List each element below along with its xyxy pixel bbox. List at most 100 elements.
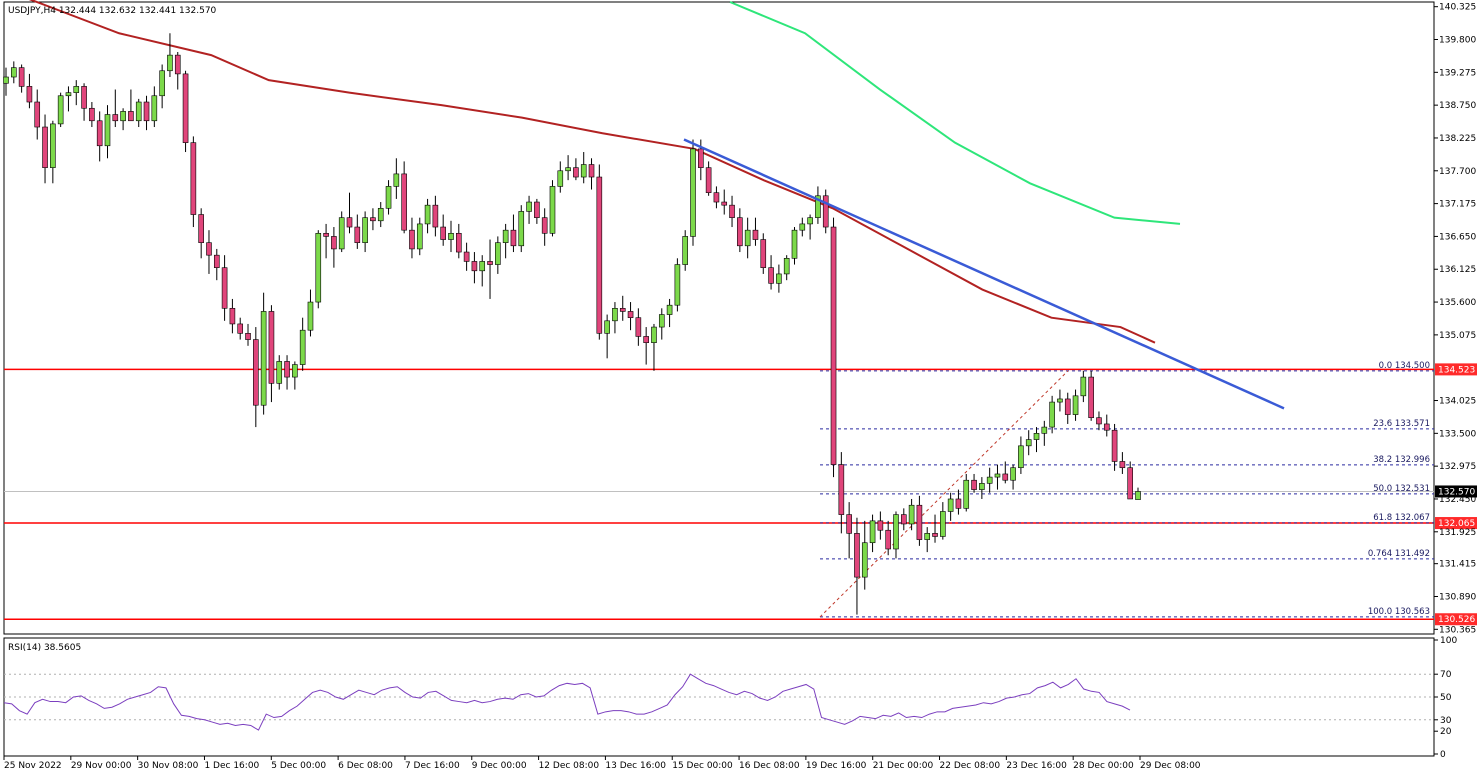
price-tick-label: 135.600 xyxy=(1439,298,1476,308)
candle-body xyxy=(471,261,478,272)
candle-body xyxy=(455,232,462,253)
time-tick-label: 15 Dec 00:00 xyxy=(672,761,733,771)
candle-body xyxy=(1119,461,1126,469)
candle-body xyxy=(1025,439,1032,447)
candle-body xyxy=(502,229,509,243)
candle-body xyxy=(1018,445,1024,469)
candle-body xyxy=(807,217,813,225)
candle-body xyxy=(619,308,626,312)
candle-body xyxy=(323,232,329,237)
time-tick-label: 7 Dec 16:00 xyxy=(405,761,460,771)
price-tick-label: 137.175 xyxy=(1439,200,1476,210)
candle-body xyxy=(651,326,657,343)
price-tick-label: 130.890 xyxy=(1439,592,1476,602)
candle-body xyxy=(151,95,158,122)
candle-body xyxy=(104,114,111,147)
price-tick-label: 130.365 xyxy=(1439,625,1476,635)
candle-body xyxy=(994,473,1001,478)
candle-body xyxy=(424,204,431,225)
candle-body xyxy=(1080,376,1087,397)
candle-body xyxy=(393,173,400,187)
candle-body xyxy=(1041,426,1048,434)
time-tick-label: 13 Dec 16:00 xyxy=(605,761,666,771)
candle-body xyxy=(510,229,517,247)
candle-body xyxy=(1103,423,1110,431)
rsi-label: RSI(14) 38.5605 xyxy=(8,643,81,653)
candle-body xyxy=(331,236,337,250)
candle-body xyxy=(690,148,696,237)
candle-body xyxy=(518,211,525,247)
candle-body xyxy=(604,320,610,334)
time-tick-label: 16 Dec 08:00 xyxy=(739,761,800,771)
candle-body xyxy=(73,86,80,93)
candle-body xyxy=(1135,491,1141,500)
candle-body xyxy=(245,333,251,340)
price-pane xyxy=(3,1,1435,635)
time-tick-label: 9 Dec 00:00 xyxy=(472,761,527,771)
candle-body xyxy=(534,201,540,218)
candle-body xyxy=(65,92,72,97)
candle-body xyxy=(854,533,860,578)
price-tick-label: 140.325 xyxy=(1439,3,1476,13)
candle-body xyxy=(338,217,345,250)
candle-body xyxy=(1049,401,1055,428)
candle-body xyxy=(932,533,938,537)
candle-body xyxy=(401,173,407,231)
candle-body xyxy=(89,107,95,122)
candle-body xyxy=(721,201,728,206)
time-tick-label: 28 Dec 00:00 xyxy=(1073,761,1134,771)
price-tick-label: 137.700 xyxy=(1439,167,1476,177)
candle-body xyxy=(96,120,103,147)
level-price-tag xyxy=(1435,613,1477,626)
candle-body xyxy=(34,101,41,128)
level-price-tag xyxy=(1435,363,1477,376)
candle-body xyxy=(1096,417,1102,425)
candle-body xyxy=(292,364,298,378)
candle-body xyxy=(1002,473,1009,481)
candle-body xyxy=(253,339,259,406)
level-price-label: 134.523 xyxy=(1438,365,1475,375)
candle-body xyxy=(1010,467,1016,481)
candle-body xyxy=(1064,398,1071,415)
candle-body xyxy=(354,226,361,243)
candle-body xyxy=(627,311,634,318)
candle-body xyxy=(822,195,829,228)
candle-body xyxy=(729,204,735,218)
fib-level-label: 0.764 131.492 xyxy=(1368,549,1430,559)
candle-body xyxy=(167,54,173,72)
candle-body xyxy=(1057,398,1063,403)
candle-body xyxy=(776,273,782,284)
candle-body xyxy=(1033,433,1040,440)
price-tick-label: 136.650 xyxy=(1439,232,1476,242)
price-tick-label: 131.415 xyxy=(1439,560,1476,570)
candle-body xyxy=(307,301,314,331)
current-price-tag xyxy=(1435,485,1477,498)
rsi-tick-label: 70 xyxy=(1440,670,1452,680)
candle-body xyxy=(635,317,642,337)
candle-body xyxy=(838,464,845,515)
candle-body xyxy=(260,311,267,406)
candle-body xyxy=(112,114,119,122)
candle-body xyxy=(1072,395,1079,415)
candle-body xyxy=(713,192,720,203)
candle-body xyxy=(885,529,891,550)
candle-body xyxy=(346,217,353,228)
time-tick-label: 30 Nov 08:00 xyxy=(138,761,199,771)
price-tick-label: 139.275 xyxy=(1439,68,1476,78)
candle-body xyxy=(1111,429,1118,462)
candle-body xyxy=(237,323,244,334)
fibonacci-retracement: 0.0 134.500 23.6 133.571 38.2 132.996 50.0 … xyxy=(819,361,1434,618)
price-tick-label: 139.800 xyxy=(1439,36,1476,46)
fib-level-label: 61.8 132.067 xyxy=(1373,513,1430,523)
time-tick-label: 6 Dec 08:00 xyxy=(338,761,393,771)
price-tick-label: 134.025 xyxy=(1439,397,1476,407)
candle-body xyxy=(206,242,212,256)
candle-body xyxy=(877,520,884,531)
ema-red-line xyxy=(28,0,1156,344)
current-price-label: 132.570 xyxy=(1438,487,1475,497)
candle-body xyxy=(573,167,579,178)
candle-body xyxy=(182,73,189,143)
candles xyxy=(3,33,1141,615)
candle-body xyxy=(752,229,759,240)
